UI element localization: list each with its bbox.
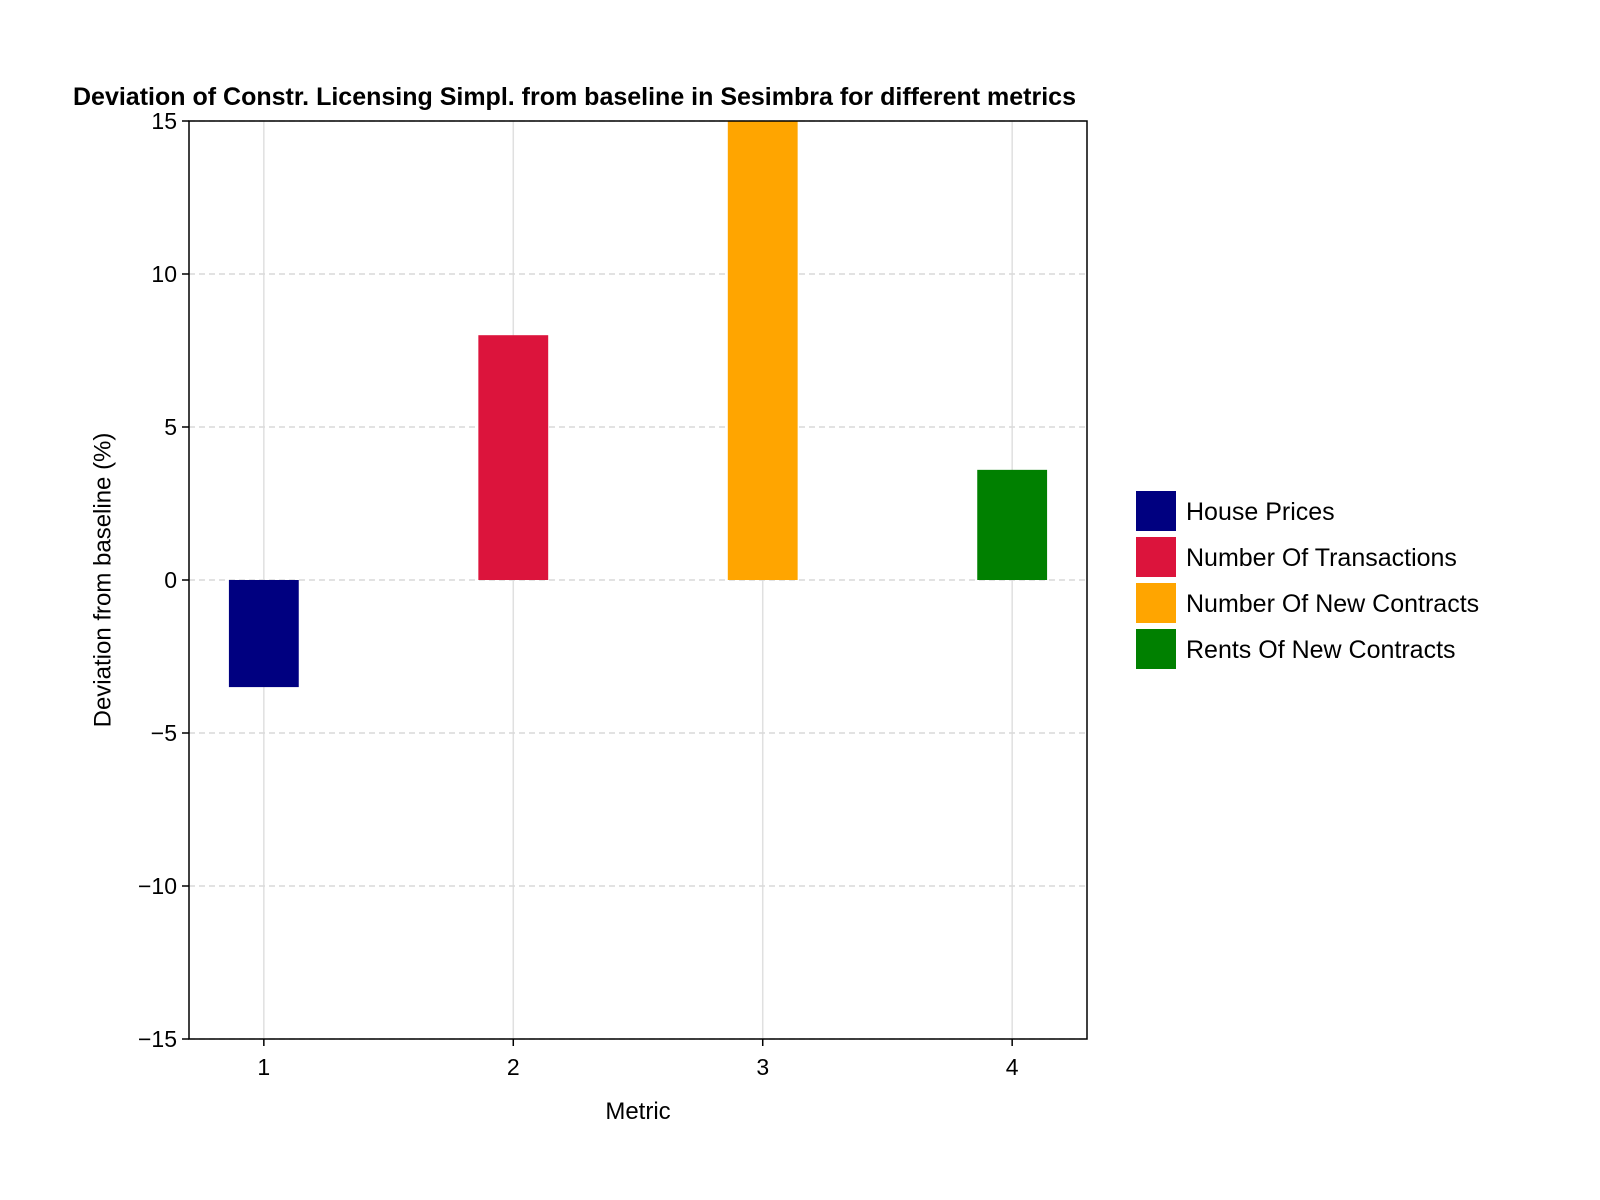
x-axis-ticks: 1 2 3 4	[257, 1039, 1019, 1080]
y-tick-label: 0	[164, 567, 177, 593]
y-axis-label: Deviation from baseline (%)	[89, 433, 116, 728]
bar	[977, 469, 1048, 580]
y-tick-label: −10	[138, 873, 177, 899]
bar	[478, 335, 549, 580]
x-tick-label: 3	[756, 1054, 769, 1080]
y-tick-label: −5	[151, 720, 177, 746]
x-axis-label: Metric	[605, 1098, 670, 1125]
x-tick-label: 2	[507, 1054, 520, 1080]
y-tick-label: 15	[151, 108, 177, 134]
legend: House Prices Number Of Transactions Number…	[1136, 491, 1479, 669]
bar	[228, 580, 299, 688]
legend-label: Number Of Transactions	[1186, 544, 1457, 572]
y-tick-label: 10	[151, 261, 177, 287]
y-tick-label: −15	[138, 1026, 177, 1052]
x-tick-label: 4	[1006, 1054, 1019, 1080]
y-axis-ticks: −15 −10 −5 0 5 10 15	[138, 108, 189, 1052]
x-tick-label: 1	[257, 1054, 270, 1080]
legend-swatch	[1136, 629, 1176, 669]
bars	[228, 121, 1048, 688]
legend-label: Rents Of New Contracts	[1186, 636, 1456, 664]
grid	[189, 120, 1087, 1040]
legend-swatch	[1136, 491, 1176, 531]
chart-title: Deviation of Constr. Licensing Simpl. fr…	[73, 83, 1076, 111]
legend-label: Number Of New Contracts	[1186, 590, 1479, 618]
legend-swatch	[1136, 537, 1176, 577]
y-tick-label: 5	[164, 414, 177, 440]
bar	[727, 121, 798, 580]
legend-label: House Prices	[1186, 498, 1335, 526]
legend-swatch	[1136, 583, 1176, 623]
